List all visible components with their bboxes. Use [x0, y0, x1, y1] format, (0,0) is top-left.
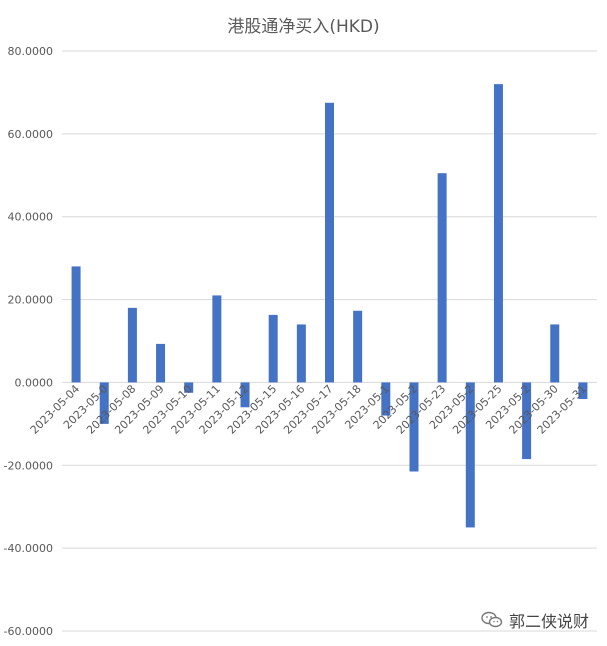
bar: [240, 382, 250, 408]
bar: [99, 382, 109, 424]
bar: [437, 173, 447, 383]
watermark-text: 郭二侠说财: [508, 612, 589, 631]
bar: [325, 102, 334, 383]
bar: [465, 382, 475, 528]
y-tick-label: 0.0000: [15, 376, 54, 389]
bar: [493, 84, 503, 383]
x-axis-tick-labels: 2023-05-042023-05-02023-05-082023-05-092…: [28, 382, 589, 436]
bar: [127, 307, 137, 383]
bar: [156, 343, 166, 383]
bar: [296, 324, 306, 383]
watermark: 郭二侠说财: [481, 608, 589, 632]
bar: [578, 382, 588, 399]
y-tick-label: -40.0000: [4, 542, 53, 555]
bar: [268, 314, 278, 383]
y-tick-label: 40.0000: [8, 211, 54, 224]
bar: [184, 382, 194, 393]
bar: [522, 382, 532, 460]
bar: [381, 382, 391, 416]
y-tick-label: -20.0000: [4, 459, 53, 472]
y-tick-label: 80.0000: [8, 45, 54, 58]
y-tick-label: 60.0000: [8, 128, 54, 141]
y-axis-tick-labels: 80.0000 60.0000 40.0000 20.0000 0.0000 -20.00…: [4, 45, 53, 638]
bar: [550, 324, 560, 383]
chart-title: 港股通净买入(HKD): [227, 17, 380, 37]
y-tick-label: 20.0000: [8, 294, 54, 307]
bars: [71, 84, 588, 528]
bar: [353, 310, 363, 383]
bar: [212, 295, 222, 383]
wechat-icon: [481, 611, 503, 628]
bar: [71, 266, 81, 383]
bar: [409, 382, 419, 472]
y-tick-label: -60.0000: [4, 625, 53, 638]
